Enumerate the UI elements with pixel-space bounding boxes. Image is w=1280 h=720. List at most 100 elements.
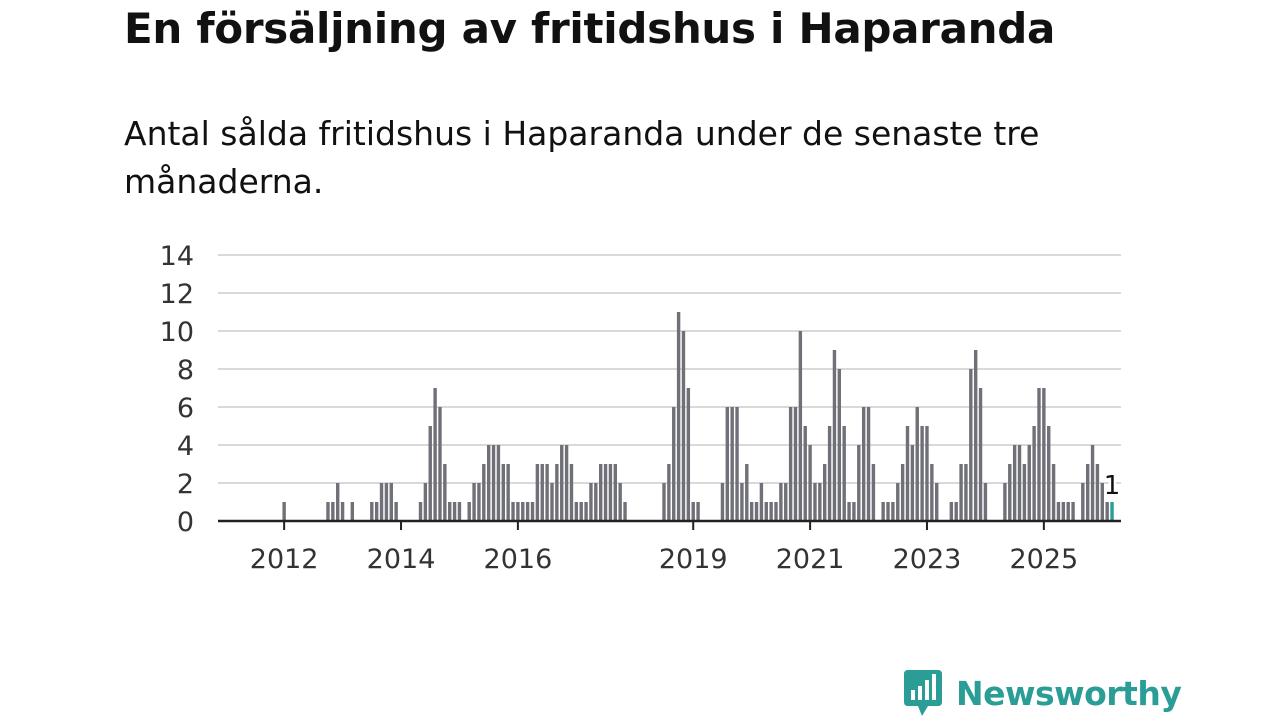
chart-subtitle: Antal sålda fritidshus i Haparanda under… — [124, 114, 1040, 201]
bar — [452, 502, 457, 521]
y-tick-label: 8 — [177, 355, 194, 386]
bar — [745, 464, 749, 521]
bar — [555, 464, 559, 521]
bar — [1008, 464, 1012, 521]
bar — [1051, 464, 1056, 521]
bar — [423, 483, 428, 521]
bar — [808, 445, 812, 521]
bar — [881, 502, 885, 521]
bar — [959, 464, 963, 521]
bar — [618, 483, 622, 521]
bar — [818, 483, 822, 521]
bar — [1032, 426, 1036, 521]
bar — [886, 502, 890, 521]
bar — [384, 483, 389, 521]
bar — [579, 502, 583, 521]
bar — [900, 464, 905, 521]
bar — [769, 502, 773, 521]
bar — [331, 502, 335, 521]
bar — [1003, 483, 1007, 521]
bar — [491, 445, 496, 521]
bar — [837, 369, 842, 521]
bar — [735, 407, 739, 521]
bar — [691, 502, 695, 521]
bar — [1105, 502, 1109, 521]
bar — [1095, 464, 1100, 521]
bar — [973, 350, 978, 521]
bar — [511, 502, 515, 521]
bar — [978, 388, 983, 521]
bar — [964, 464, 968, 521]
y-tick-label: 0 — [177, 507, 194, 538]
bar — [1017, 445, 1022, 521]
bar — [686, 388, 691, 521]
bar — [603, 464, 608, 521]
bar — [574, 502, 579, 521]
bar — [486, 445, 491, 521]
bar — [896, 483, 900, 521]
bar — [540, 464, 544, 521]
bar — [394, 502, 398, 521]
bar — [871, 464, 876, 521]
bar — [535, 464, 540, 521]
bar — [866, 407, 871, 521]
bar — [598, 464, 603, 521]
bar — [613, 464, 617, 521]
bar — [740, 483, 744, 521]
bar — [823, 464, 827, 521]
bar — [676, 312, 681, 521]
bar — [569, 464, 574, 521]
bar — [418, 502, 423, 521]
bar — [482, 464, 486, 521]
bar — [832, 350, 837, 521]
bar — [1037, 388, 1041, 521]
bar — [564, 445, 569, 521]
bar — [861, 407, 866, 521]
y-tick-label: 12 — [160, 279, 194, 310]
bar — [935, 483, 939, 521]
bar — [336, 483, 340, 521]
bar — [667, 464, 671, 521]
bar — [516, 502, 520, 521]
y-tick-label: 10 — [160, 317, 194, 348]
bar — [379, 483, 384, 521]
x-tick-label: 2019 — [659, 544, 728, 575]
bar — [467, 502, 471, 521]
x-tick-label: 2014 — [367, 544, 436, 575]
bar — [983, 483, 988, 521]
bar — [969, 369, 973, 521]
bar — [530, 502, 535, 521]
bar — [925, 426, 929, 521]
bar — [759, 483, 764, 521]
y-tick-label: 6 — [177, 393, 194, 424]
bar — [457, 502, 462, 521]
bar — [389, 483, 393, 521]
bar — [1022, 464, 1027, 521]
bar — [584, 502, 588, 521]
bar — [501, 464, 505, 521]
bar — [1012, 445, 1017, 521]
bar — [915, 407, 919, 521]
bar — [506, 464, 510, 521]
bar — [1027, 445, 1031, 521]
brand-name: Newsworthy — [956, 673, 1182, 713]
bar — [370, 502, 374, 521]
bar — [374, 502, 379, 521]
bar — [754, 502, 759, 521]
bar — [623, 502, 627, 521]
bar — [857, 445, 861, 521]
bar — [891, 502, 895, 521]
y-tick-label: 4 — [177, 431, 194, 462]
bar — [788, 407, 793, 521]
bar — [433, 388, 437, 521]
bar — [1071, 502, 1075, 521]
bar — [1085, 464, 1090, 521]
bar — [589, 483, 593, 521]
bar — [779, 483, 783, 521]
bar — [905, 426, 910, 521]
bar — [340, 502, 345, 521]
bar — [813, 483, 817, 521]
newsworthy-logo: Newsworthy — [902, 668, 1182, 718]
bar — [681, 331, 686, 521]
